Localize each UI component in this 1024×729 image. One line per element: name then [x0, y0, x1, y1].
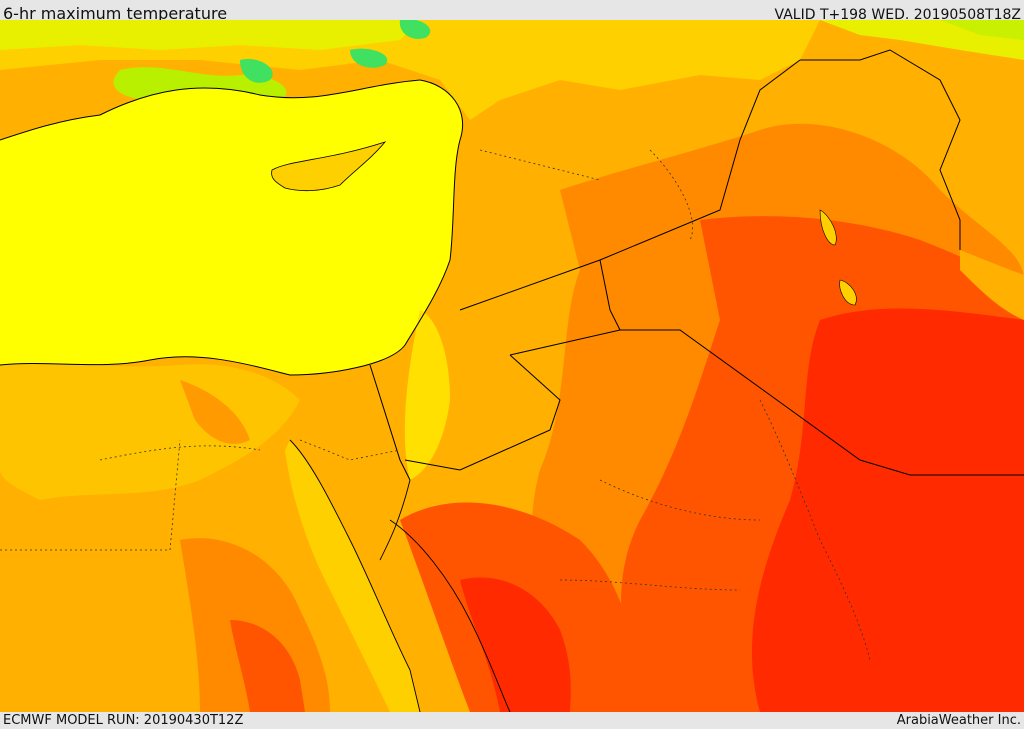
credit: ArabiaWeather Inc. [896, 713, 1021, 728]
lake-tharthar [819, 209, 837, 246]
saudi-extreme-zone [460, 577, 571, 712]
border-syria-jordan [599, 259, 621, 331]
coastline-levant-egypt [0, 79, 464, 376]
lake-razzaza [839, 279, 857, 306]
mediterranean-sea [0, 80, 463, 375]
internal-boundaries [0, 149, 871, 661]
cold-spot-3 [399, 20, 431, 39]
egypt-hot-patch [180, 380, 250, 444]
coastline-turkey [0, 79, 421, 141]
coastline-red-sea-east [379, 479, 511, 712]
footer-bar [0, 712, 1024, 729]
temperature-map[interactable] [0, 20, 1024, 712]
cyprus [271, 141, 387, 192]
jordan-valley [404, 310, 450, 480]
egypt-south-very-hot [230, 620, 305, 712]
border-syria [459, 59, 801, 311]
cool-zone-north [0, 20, 420, 50]
map-title: 6-hr maximum temperature [3, 4, 228, 23]
valid-time: VALID T+198 WED. 20190508T18Z [774, 7, 1021, 23]
extreme-zone [751, 308, 1024, 712]
red-sea [285, 440, 420, 712]
model-run: ECMWF MODEL RUN: 20190430T12Z [3, 713, 244, 728]
cold-spot-1 [240, 59, 273, 83]
cool-zone-ne-2 [940, 20, 1024, 40]
gulf-tip [960, 250, 1024, 320]
border-iran-iraq [800, 49, 961, 250]
cold-spot-2 [350, 48, 388, 68]
border-egypt-israel [369, 364, 411, 481]
egypt-north-zone [0, 363, 300, 500]
coastline-red-sea-west [289, 439, 421, 712]
map-canvas [0, 20, 1024, 712]
title-bar [0, 0, 1024, 20]
border-jordan [404, 354, 561, 471]
